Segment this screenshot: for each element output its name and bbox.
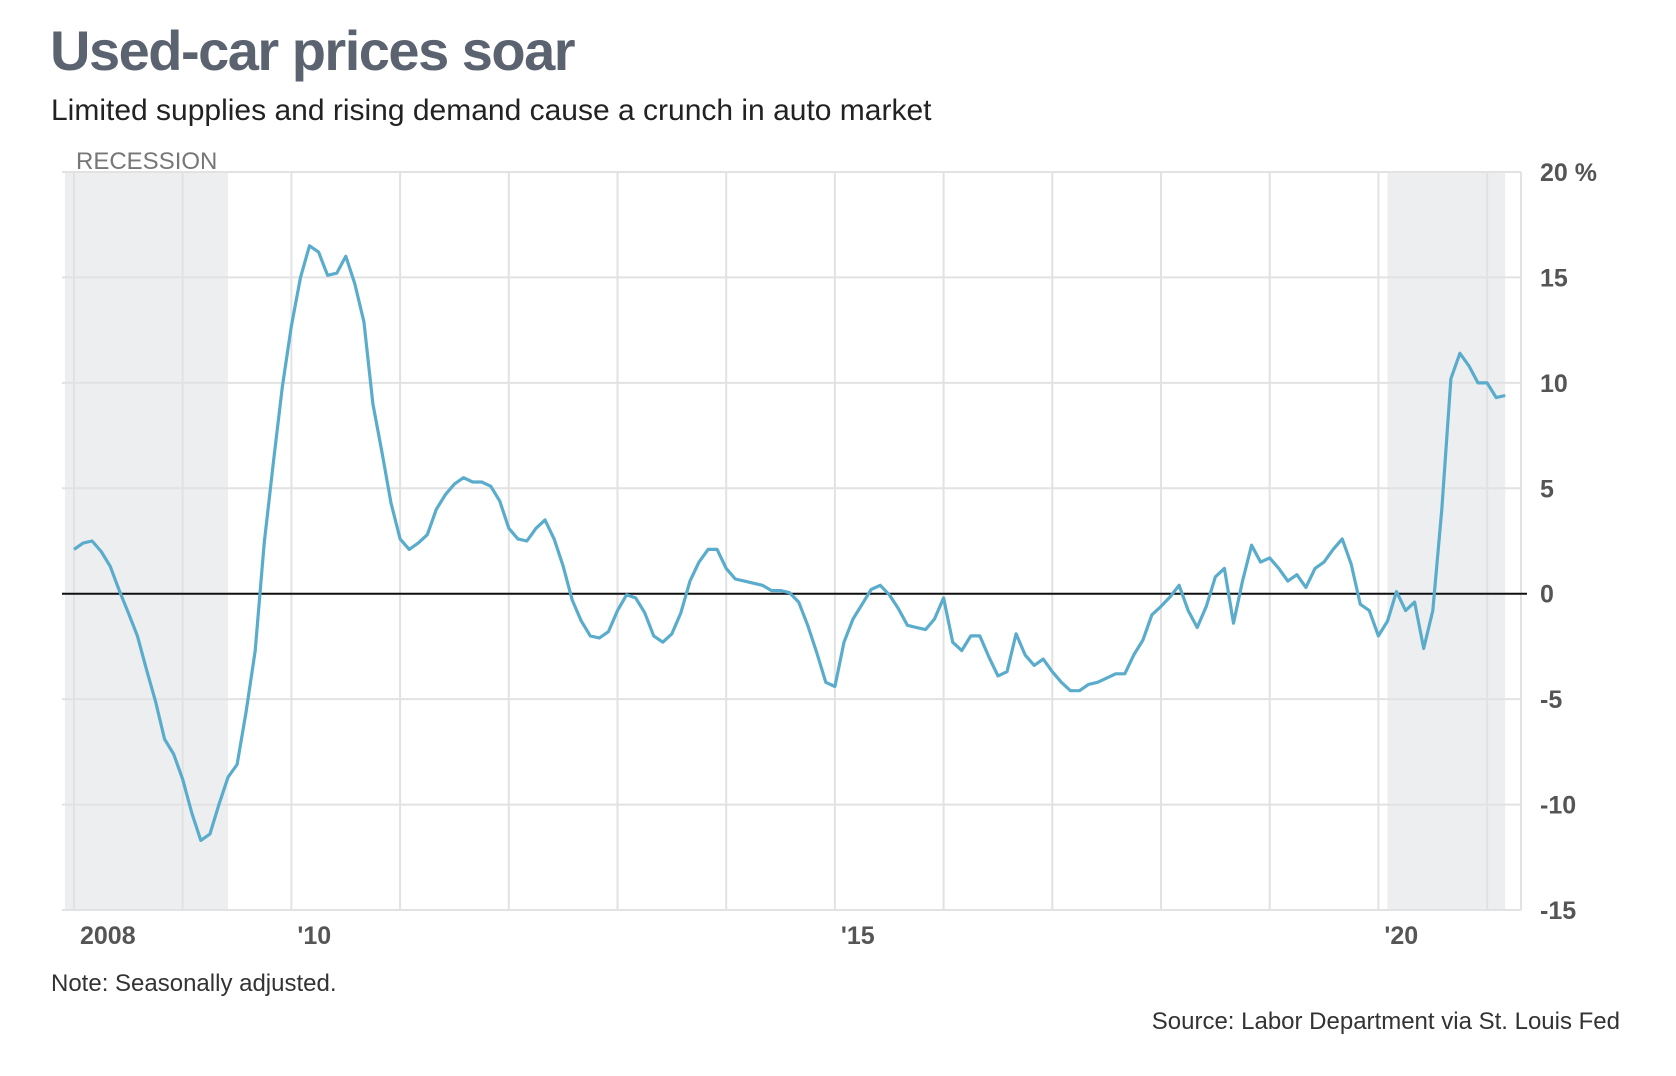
y-tick-label: -15 xyxy=(1540,897,1576,925)
y-tick-label: 0 xyxy=(1540,581,1554,609)
y-tick-label: 5 xyxy=(1540,475,1554,503)
recession-band xyxy=(1387,172,1506,910)
gridlines xyxy=(62,171,1522,911)
chart-source: Source: Labor Department via St. Louis F… xyxy=(1151,1008,1620,1035)
chart-subtitle: Limited supplies and rising demand cause… xyxy=(51,94,932,127)
recession-shading xyxy=(64,172,1506,910)
x-axis: 2008 '10 '15 '20 xyxy=(80,922,1418,950)
y-axis: 20 % 15 10 5 0 -5 -10 -15 xyxy=(1540,159,1597,925)
y-tick-label: 15 xyxy=(1540,264,1568,292)
data-points xyxy=(73,245,1506,841)
x-tick-label: 2008 xyxy=(80,922,136,950)
x-tick-label: '20 xyxy=(1384,922,1418,950)
chart-note: Note: Seasonally adjusted. xyxy=(51,970,337,997)
x-tick-label: '15 xyxy=(841,922,875,950)
y-tick-label: -10 xyxy=(1540,792,1576,820)
y-tick-label: 10 xyxy=(1540,370,1568,398)
x-tick-label: '10 xyxy=(297,922,331,950)
y-tick-label: -5 xyxy=(1540,686,1562,714)
chart-title: Used-car prices soar xyxy=(50,19,576,82)
y-tick-label: 20 % xyxy=(1540,159,1597,187)
series-line xyxy=(73,244,1506,843)
recession-label: RECESSION xyxy=(76,148,217,175)
